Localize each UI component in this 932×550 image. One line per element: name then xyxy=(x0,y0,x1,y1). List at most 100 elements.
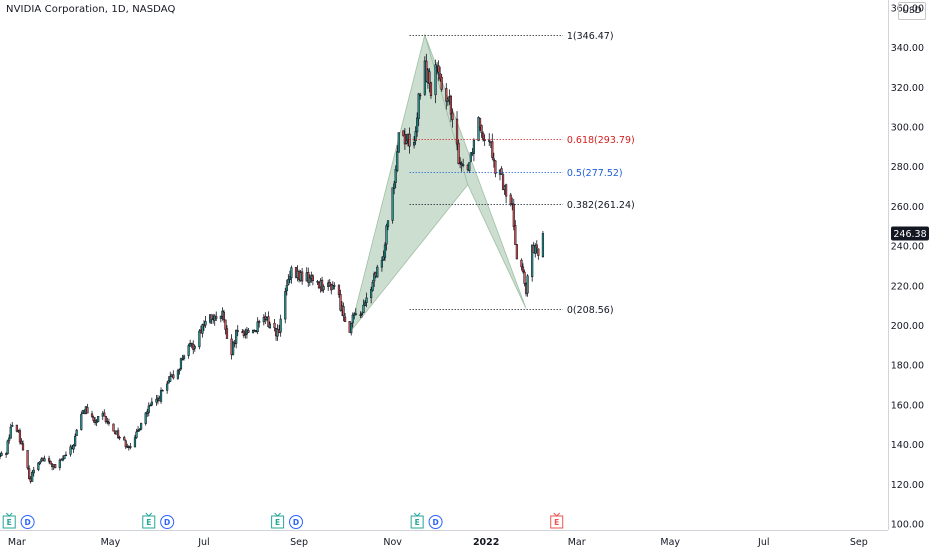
candle[interactable] xyxy=(244,328,247,339)
candle[interactable] xyxy=(242,329,245,339)
candle[interactable] xyxy=(449,94,453,122)
candle[interactable] xyxy=(515,244,518,260)
candle[interactable] xyxy=(383,242,387,262)
candle[interactable] xyxy=(268,321,272,329)
candle[interactable] xyxy=(397,132,400,153)
candle[interactable] xyxy=(412,136,416,149)
candle[interactable] xyxy=(301,267,304,285)
candle[interactable] xyxy=(144,411,147,426)
candle[interactable] xyxy=(193,344,196,352)
candle[interactable] xyxy=(47,455,51,464)
candle[interactable] xyxy=(38,461,41,465)
candle[interactable] xyxy=(526,274,529,297)
candle[interactable] xyxy=(385,223,388,251)
candle[interactable] xyxy=(339,289,342,312)
candle[interactable] xyxy=(31,470,34,482)
candle[interactable] xyxy=(72,443,75,453)
candle[interactable] xyxy=(178,368,181,375)
candle[interactable] xyxy=(429,81,433,99)
candle[interactable] xyxy=(362,299,365,314)
candle[interactable] xyxy=(451,108,454,128)
candle[interactable] xyxy=(37,462,40,472)
candle[interactable] xyxy=(103,409,106,417)
candle[interactable] xyxy=(247,328,250,333)
candle[interactable] xyxy=(189,339,192,347)
candle[interactable] xyxy=(179,357,183,371)
candle[interactable] xyxy=(181,354,184,361)
candle[interactable] xyxy=(138,428,141,432)
candle[interactable] xyxy=(129,442,132,450)
candle[interactable] xyxy=(64,451,68,457)
earnings-event-marker[interactable]: E xyxy=(550,512,564,529)
candle[interactable] xyxy=(468,162,471,173)
candle[interactable] xyxy=(80,411,83,431)
fib-retracement[interactable]: 1(346.47) 0.618(293.79) 0.5(277.52) 0.382(2… xyxy=(409,31,635,316)
candle[interactable] xyxy=(0,452,2,460)
candle[interactable] xyxy=(512,198,515,231)
candle[interactable] xyxy=(360,311,364,318)
candle[interactable] xyxy=(258,319,261,328)
candle[interactable] xyxy=(176,368,180,380)
candle[interactable] xyxy=(380,256,383,272)
candle[interactable] xyxy=(213,314,216,326)
candle[interactable] xyxy=(523,269,526,287)
candle[interactable] xyxy=(405,133,408,145)
candle[interactable] xyxy=(219,315,222,323)
candle[interactable] xyxy=(365,292,368,308)
candle[interactable] xyxy=(382,250,385,261)
candle[interactable] xyxy=(419,92,422,100)
price-axis[interactable]: 100.00 120.00 140.00 160.00 180.00 200.00 220.… xyxy=(891,3,924,530)
candle[interactable] xyxy=(439,66,442,82)
candle[interactable] xyxy=(90,410,94,418)
candle[interactable] xyxy=(290,265,293,284)
candle[interactable] xyxy=(322,284,325,293)
candle[interactable] xyxy=(6,439,9,455)
candle[interactable] xyxy=(118,435,121,441)
candle[interactable] xyxy=(97,416,100,423)
candle[interactable] xyxy=(232,340,235,356)
candle[interactable] xyxy=(92,415,95,423)
candle[interactable] xyxy=(440,74,443,92)
candle[interactable] xyxy=(482,131,485,142)
candle[interactable] xyxy=(428,68,431,93)
candle[interactable] xyxy=(116,427,120,439)
candle[interactable] xyxy=(488,133,491,147)
candle[interactable] xyxy=(363,299,367,307)
candle[interactable] xyxy=(359,311,362,319)
candle[interactable] xyxy=(394,165,397,189)
candle[interactable] xyxy=(284,287,287,324)
candle[interactable] xyxy=(417,92,420,127)
time-axis[interactable]: Mar May Jul Sep Nov 2022 Mar May Jul Sep xyxy=(8,537,868,548)
candle[interactable] xyxy=(494,160,497,178)
candle[interactable] xyxy=(316,279,319,286)
candle[interactable] xyxy=(434,59,437,104)
candle[interactable] xyxy=(396,145,399,173)
candle[interactable] xyxy=(69,444,72,457)
candle[interactable] xyxy=(437,60,440,81)
candle[interactable] xyxy=(337,284,341,298)
candle[interactable] xyxy=(235,329,238,349)
candle[interactable] xyxy=(9,423,12,439)
candle[interactable] xyxy=(18,428,22,445)
candle[interactable] xyxy=(455,111,459,151)
candle[interactable] xyxy=(107,418,110,426)
candle[interactable] xyxy=(21,440,25,451)
candle[interactable] xyxy=(472,138,476,162)
candle[interactable] xyxy=(535,240,538,254)
candle[interactable] xyxy=(161,389,164,392)
candle[interactable] xyxy=(236,325,239,337)
candle[interactable] xyxy=(446,97,449,106)
candle[interactable] xyxy=(370,286,373,304)
candle[interactable] xyxy=(287,274,290,286)
candle[interactable] xyxy=(391,187,394,224)
candle[interactable] xyxy=(8,434,11,444)
candle[interactable] xyxy=(136,426,140,432)
candle[interactable] xyxy=(124,439,127,449)
candle[interactable] xyxy=(204,315,207,328)
candle[interactable] xyxy=(26,450,29,470)
dividend-event-marker[interactable]: D xyxy=(160,515,175,529)
candle[interactable] xyxy=(224,319,227,335)
candle[interactable] xyxy=(354,308,357,316)
candle[interactable] xyxy=(169,371,172,382)
